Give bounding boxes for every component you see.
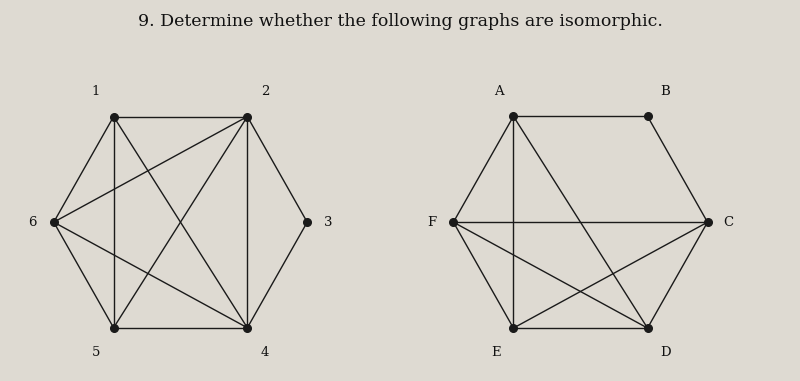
Text: 9. Determine whether the following graphs are isomorphic.: 9. Determine whether the following graph…	[138, 13, 662, 30]
Text: 3: 3	[324, 216, 333, 229]
Text: B: B	[660, 85, 670, 98]
Text: D: D	[660, 346, 670, 359]
Text: E: E	[491, 346, 501, 359]
Text: 5: 5	[92, 346, 100, 359]
Text: 6: 6	[28, 216, 37, 229]
Text: C: C	[724, 216, 734, 229]
Text: 1: 1	[92, 85, 100, 98]
Text: 2: 2	[261, 85, 269, 98]
Text: A: A	[494, 85, 504, 98]
Text: 4: 4	[261, 346, 269, 359]
Text: F: F	[428, 216, 437, 229]
